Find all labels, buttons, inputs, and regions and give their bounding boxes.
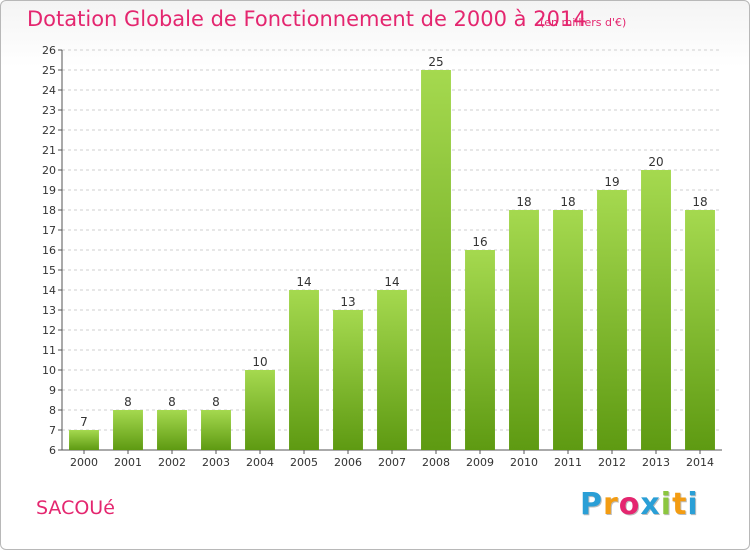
y-tick-label: 12 xyxy=(42,324,56,337)
data-label-2005: 14 xyxy=(296,275,311,289)
bar-2006 xyxy=(333,310,363,450)
data-label-2011: 18 xyxy=(560,195,575,209)
logo-letter: o xyxy=(618,487,641,522)
bar-2002 xyxy=(157,410,187,450)
data-label-2007: 14 xyxy=(384,275,399,289)
logo-letter: t xyxy=(672,487,688,522)
logo-letter: i xyxy=(660,487,673,522)
x-tick-label-2012: 2012 xyxy=(598,456,626,469)
x-tick-label-2005: 2005 xyxy=(290,456,318,469)
y-tick-label: 17 xyxy=(42,224,56,237)
y-tick-labels: 6 7 8 9 10 11 12 13 14 15 16 17 18 19 20 21 22 23 24 25 26 xyxy=(42,44,56,457)
y-tick-label: 14 xyxy=(42,284,56,297)
y-tick-label: 8 xyxy=(49,404,56,417)
x-tick-label-2002: 2002 xyxy=(158,456,186,469)
data-label-2012: 19 xyxy=(604,175,619,189)
proxiti-logo: Proxiti xyxy=(580,487,699,522)
bar-2004 xyxy=(245,370,275,450)
data-label-2003: 8 xyxy=(212,395,220,409)
x-tick-label-2000: 2000 xyxy=(70,456,98,469)
bar-2010 xyxy=(509,210,539,450)
x-tick-label-2001: 2001 xyxy=(114,456,142,469)
chart-subtitle: (en milliers d'€) xyxy=(540,16,627,29)
y-tick-label: 11 xyxy=(42,344,56,357)
x-tick-label-2004: 2004 xyxy=(246,456,274,469)
bar-2009 xyxy=(465,250,495,450)
commune-name: SACOUé xyxy=(36,497,115,519)
data-label-2008: 25 xyxy=(428,55,443,69)
data-label-2001: 8 xyxy=(124,395,132,409)
logo-letter: P xyxy=(580,487,603,522)
x-tick-label-2003: 2003 xyxy=(202,456,230,469)
data-label-2004: 10 xyxy=(252,355,267,369)
x-tick-label-2010: 2010 xyxy=(510,456,538,469)
y-tick-label: 18 xyxy=(42,204,56,217)
data-label-2009: 16 xyxy=(472,235,487,249)
x-tick-label-2009: 2009 xyxy=(466,456,494,469)
data-label-2002: 8 xyxy=(168,395,176,409)
x-tick-label-2006: 2006 xyxy=(334,456,362,469)
x-tick-label-2013: 2013 xyxy=(642,456,670,469)
bars xyxy=(69,70,715,450)
data-label-2013: 20 xyxy=(648,155,663,169)
x-tick-labels: 2000 2001 2002 2003 2004 2005 2006 2007 2008 2009… xyxy=(70,456,714,469)
bar-2001 xyxy=(113,410,143,450)
x-tick-label-2011: 2011 xyxy=(554,456,582,469)
y-tick-label: 13 xyxy=(42,304,56,317)
bar-2008 xyxy=(421,70,451,450)
y-tick-label: 19 xyxy=(42,184,56,197)
y-tick-label: 9 xyxy=(49,384,56,397)
y-tick-label: 23 xyxy=(42,104,56,117)
y-tick-label: 26 xyxy=(42,44,56,57)
data-label-2014: 18 xyxy=(692,195,707,209)
x-tick-label-2008: 2008 xyxy=(422,456,450,469)
logo-letter: r xyxy=(603,487,619,522)
y-tick-label: 20 xyxy=(42,164,56,177)
data-label-2006: 13 xyxy=(340,295,355,309)
y-tick-label: 10 xyxy=(42,364,56,377)
data-label-2000: 7 xyxy=(80,415,88,429)
bar-2005 xyxy=(289,290,319,450)
chart-title: Dotation Globale de Fonctionnement de 20… xyxy=(27,7,587,31)
y-tick-label: 25 xyxy=(42,64,56,77)
bar-2003 xyxy=(201,410,231,450)
bar-2013 xyxy=(641,170,671,450)
logo-letter: i xyxy=(687,487,699,522)
bar-2012 xyxy=(597,190,627,450)
x-tick-label-2014: 2014 xyxy=(686,456,714,469)
bar-2014 xyxy=(685,210,715,450)
bar-2007 xyxy=(377,290,407,450)
data-label-2010: 18 xyxy=(516,195,531,209)
y-tick-label: 22 xyxy=(42,124,56,137)
bar-2011 xyxy=(553,210,583,450)
logo-letter: x xyxy=(640,487,661,522)
bar-2000 xyxy=(69,430,99,450)
y-tick-label: 15 xyxy=(42,264,56,277)
y-tick-label: 21 xyxy=(42,144,56,157)
x-tick-label-2007: 2007 xyxy=(378,456,406,469)
y-tick-label: 16 xyxy=(42,244,56,257)
y-tick-label: 24 xyxy=(42,84,56,97)
y-tick-label: 6 xyxy=(49,444,56,457)
data-labels: 7 8 8 8 10 14 13 14 25 16 18 18 19 20 18 xyxy=(80,55,707,429)
y-tick-label: 7 xyxy=(49,424,56,437)
